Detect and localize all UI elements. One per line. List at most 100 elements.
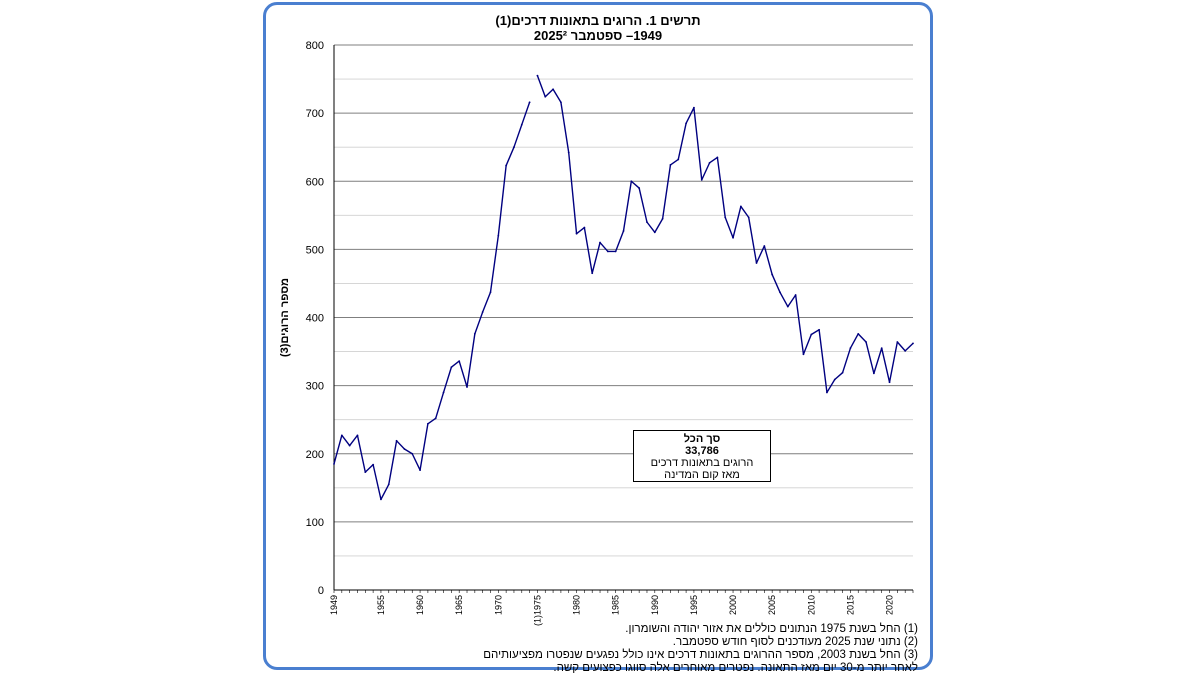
line-chart: 0 100 200 300 400 500 600 700 800 1949 1955 1960 196… [279,40,914,626]
data-point [403,448,406,450]
data-point [865,341,867,343]
data-point [458,360,461,362]
data-point [380,498,382,501]
total-annotation-box: סך הכל 33,786 הרוגים בתאונות דרכים מאז ק… [633,430,771,482]
data-point [857,332,860,335]
x-tick-label: (1)1975 [532,595,542,626]
x-tick-label: 2020 [885,595,895,615]
data-point [872,372,875,375]
data-point [489,291,492,294]
data-point [340,434,343,437]
y-tick-label: 600 [306,176,324,188]
annotation-total: 33,786 [685,445,719,457]
x-tick-label: 1980 [572,595,582,615]
data-point [810,333,813,336]
y-tick-label: 200 [306,449,324,461]
data-point [880,347,883,350]
data-point [724,216,727,219]
data-point [419,469,421,471]
footnote-3-cont: לאחר יותר מ-30 יום מאז התאונה. נפטרים מא… [553,662,918,674]
data-point [677,158,680,161]
x-tick-label: 1985 [611,595,621,615]
data-point [669,164,672,166]
data-point [614,250,617,253]
data-point [520,123,523,126]
x-tick-label: 2015 [845,595,855,615]
chart-subtitle: 1949– ספטמבר 2025² [533,28,663,43]
data-point [912,342,914,345]
data-point [888,381,891,384]
footnote-1: (1) החל בשנת 1975 הנתונים כוללים את אזור… [625,623,918,635]
data-point [638,187,641,189]
y-tick-label: 800 [306,40,324,52]
data-point [779,291,781,294]
data-point [333,463,335,465]
data-point [693,106,695,109]
data-point [849,347,852,350]
x-tick-label: 1995 [689,595,699,615]
x-tick-label: 1955 [376,595,386,615]
y-tick-label: 700 [306,108,324,120]
series-line-1 [333,101,531,501]
data-point [653,231,656,234]
data-point [505,164,508,167]
data-point [661,217,664,220]
data-point [544,95,547,98]
data-point [896,341,899,343]
data-point [794,294,797,296]
data-point [818,328,821,331]
data-point [700,178,703,181]
data-point [364,471,367,474]
data-point [646,221,648,224]
data-point [599,241,601,244]
y-tick-label: 400 [306,313,324,325]
series-line-2 [536,75,914,394]
data-point [716,156,719,159]
data-point [481,311,484,313]
chart-title: תרשים 1. הרוגים בתאונות דרכים(1) [495,13,701,28]
data-point [763,245,766,247]
annotation-heading: סך הכל [683,433,721,445]
y-tick-label: 500 [306,244,324,256]
data-point [536,74,539,77]
data-point [528,101,531,104]
y-tick-label: 0 [318,585,324,597]
data-point [802,353,805,356]
footnotes: (1) החל בשנת 1975 הנתונים כוללים את אזור… [266,623,926,675]
footnote-3: (3) החל בשנת 2003, מספר ההרוגים בתאונות … [483,649,918,661]
data-point [732,236,734,239]
data-point [747,216,750,219]
x-tick-label: 1949 [329,595,339,615]
data-point [348,444,351,447]
data-point [622,230,625,232]
data-point [497,234,500,237]
data-point [473,332,476,335]
data-point [434,417,437,420]
data-point [567,151,570,154]
data-point [356,434,359,437]
y-tick-label: 100 [306,517,324,529]
x-tick-label: 1970 [493,595,503,615]
data-point [575,232,578,235]
data-point [426,422,429,425]
data-point [442,391,445,394]
data-point [583,226,586,229]
data-point [387,483,390,486]
data-point [411,452,414,455]
data-point [552,88,554,91]
x-tick-label: 1960 [415,595,425,615]
chart-frame: תרשים 1. הרוגים בתאונות דרכים(1) 1949– ס… [263,2,933,674]
data-point [755,262,758,264]
x-tick-label: 1965 [454,595,464,615]
data-point [372,463,375,466]
annotation-line2: מאז קום המדינה [664,469,740,481]
x-tick-label: 2000 [728,595,738,615]
data-point [841,371,844,374]
data-point [395,439,398,442]
data-point [513,146,515,149]
data-point [450,366,453,369]
x-tick-label: 2005 [767,595,777,615]
data-point [708,161,711,164]
y-tick-label: 300 [306,381,324,393]
data-point [685,122,687,125]
